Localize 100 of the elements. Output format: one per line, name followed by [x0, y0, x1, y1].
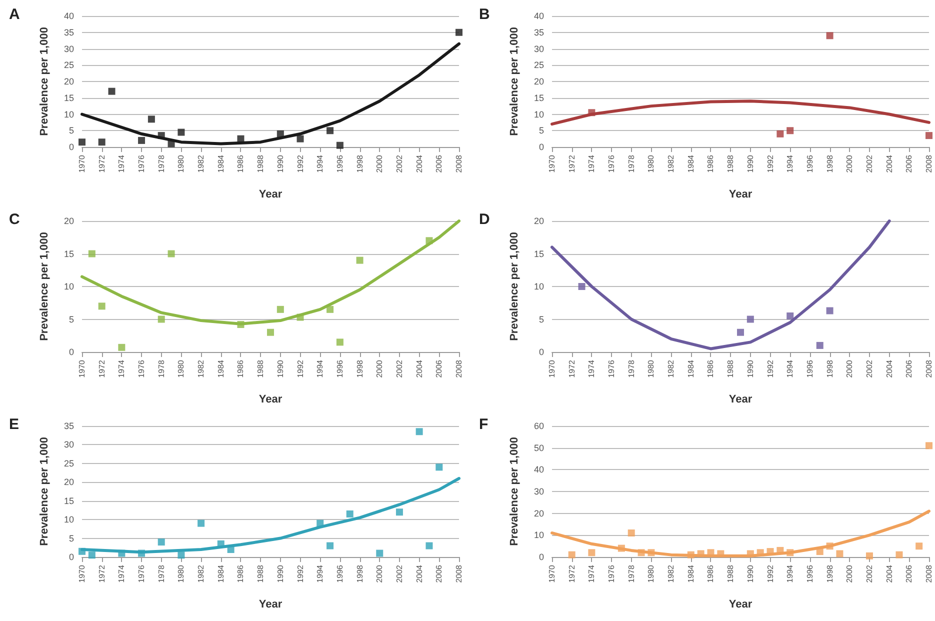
y-tick-label: 35	[64, 27, 74, 38]
x-tick-label: 1978	[626, 564, 636, 583]
x-tick-label: 1972	[97, 564, 106, 583]
x-tick-label: 1988	[256, 359, 266, 378]
y-tick-label: 15	[64, 92, 74, 103]
x-tick-label: 1970	[78, 564, 86, 583]
x-tick-label: 1988	[726, 154, 736, 173]
x-tick-label: 1972	[97, 154, 106, 173]
point	[98, 302, 106, 310]
x-axis-title: Year	[258, 394, 283, 406]
y-tick-label: 50	[534, 442, 544, 453]
x-tick-label: 1990	[746, 154, 755, 173]
y-tick-label: 40	[534, 464, 544, 475]
point	[826, 307, 834, 314]
y-axis-title: Prevalence per 1,000	[508, 232, 520, 341]
x-tick-label: 1978	[156, 154, 166, 173]
point	[356, 256, 364, 264]
x-tick-label: 1982	[196, 359, 206, 378]
chart-title: C	[9, 211, 20, 228]
y-tick-label: 15	[64, 496, 74, 506]
x-tick-label: 1998	[355, 359, 364, 378]
x-tick-label: 1972	[567, 359, 576, 378]
y-tick-label: 35	[534, 27, 544, 38]
y-tick-label: 5	[68, 126, 74, 136]
x-tick-label: 1970	[78, 154, 86, 173]
x-tick-label: 1984	[216, 564, 226, 583]
y-tick-label: 20	[534, 216, 544, 226]
line-series	[550, 100, 930, 126]
y-tick-label: 15	[534, 248, 544, 259]
x-tick-label: 2004	[884, 154, 894, 173]
x-tick-label: 1992	[296, 154, 305, 173]
y-tick-label: 10	[534, 109, 544, 120]
y-tick-label: 5	[68, 314, 74, 324]
x-axis-title: Year	[258, 598, 283, 610]
x-axis-title: Year	[728, 394, 753, 406]
y-tick-label: 5	[538, 126, 544, 136]
x-tick-label: 1990	[276, 359, 285, 378]
x-tick-label: 2002	[864, 564, 874, 583]
x-tick-label: 1978	[626, 154, 636, 173]
x-tick-label: 2000	[375, 154, 384, 173]
y-tick-label: 30	[534, 44, 544, 54]
x-tick-label: 1976	[137, 154, 146, 173]
point	[786, 312, 794, 320]
x-tick-label: 1994	[316, 359, 325, 378]
x-tick-label: 2004	[414, 154, 424, 173]
x-tick-label: 1994	[316, 154, 325, 173]
point	[746, 316, 754, 323]
x-tick-label: 1992	[296, 564, 305, 583]
x-axis-title: Year	[728, 598, 753, 610]
x-tick-label: 1996	[335, 564, 344, 583]
y-tick-label: 35	[64, 421, 74, 431]
y-tick-label: 10	[64, 514, 74, 525]
y-tick-label: 30	[64, 440, 74, 450]
x-axis-title: Year	[258, 188, 283, 200]
point	[336, 338, 344, 346]
x-tick-label: 1980	[176, 154, 186, 173]
x-tick-label: 1996	[805, 564, 814, 583]
x-tick-label: 1986	[706, 359, 716, 378]
x-tick-label: 2006	[904, 359, 914, 378]
x-tick-label: 1970	[548, 154, 556, 173]
point	[138, 136, 146, 144]
x-tick-label: 1996	[805, 154, 814, 173]
x-tick-label: 2000	[375, 359, 384, 378]
point	[326, 542, 334, 550]
y-axis-title: Prevalence per 1,000	[508, 27, 520, 136]
x-tick-label: 1998	[825, 359, 834, 378]
y-tick-label: 40	[534, 11, 544, 21]
point	[158, 538, 165, 546]
y-tick-label: 20	[534, 76, 544, 86]
x-tick-label: 1976	[607, 154, 616, 173]
x-tick-label: 2000	[845, 359, 854, 378]
chart-title: A	[9, 6, 20, 23]
x-tick-label: 1974	[117, 564, 126, 583]
x-tick-label: 1986	[706, 154, 716, 173]
x-tick-label: 2006	[904, 564, 914, 583]
x-tick-label: 1974	[587, 154, 596, 173]
x-tick-label: 2004	[884, 359, 894, 378]
y-tick-label: 20	[534, 508, 544, 518]
line-series	[80, 42, 460, 146]
y-tick-label: 40	[64, 11, 74, 21]
line-series	[550, 220, 891, 350]
x-tick-label: 2008	[924, 564, 934, 583]
point	[88, 552, 96, 559]
point	[326, 127, 334, 134]
point	[786, 127, 794, 134]
x-tick-label: 1978	[626, 359, 636, 378]
y-tick-label: 0	[538, 552, 544, 562]
x-tick-label: 1998	[825, 564, 834, 583]
point	[158, 316, 165, 323]
x-tick-label: 1974	[587, 564, 596, 583]
point	[296, 135, 304, 142]
point	[108, 88, 116, 95]
y-tick-label: 5	[538, 314, 544, 324]
chart-title: D	[479, 211, 490, 228]
x-tick-label: 1984	[216, 359, 226, 378]
x-tick-label: 1994	[786, 564, 795, 583]
point	[628, 529, 635, 536]
x-tick-label: 1996	[335, 154, 344, 173]
x-tick-label: 1984	[686, 564, 696, 583]
x-tick-label: 1990	[746, 359, 755, 378]
